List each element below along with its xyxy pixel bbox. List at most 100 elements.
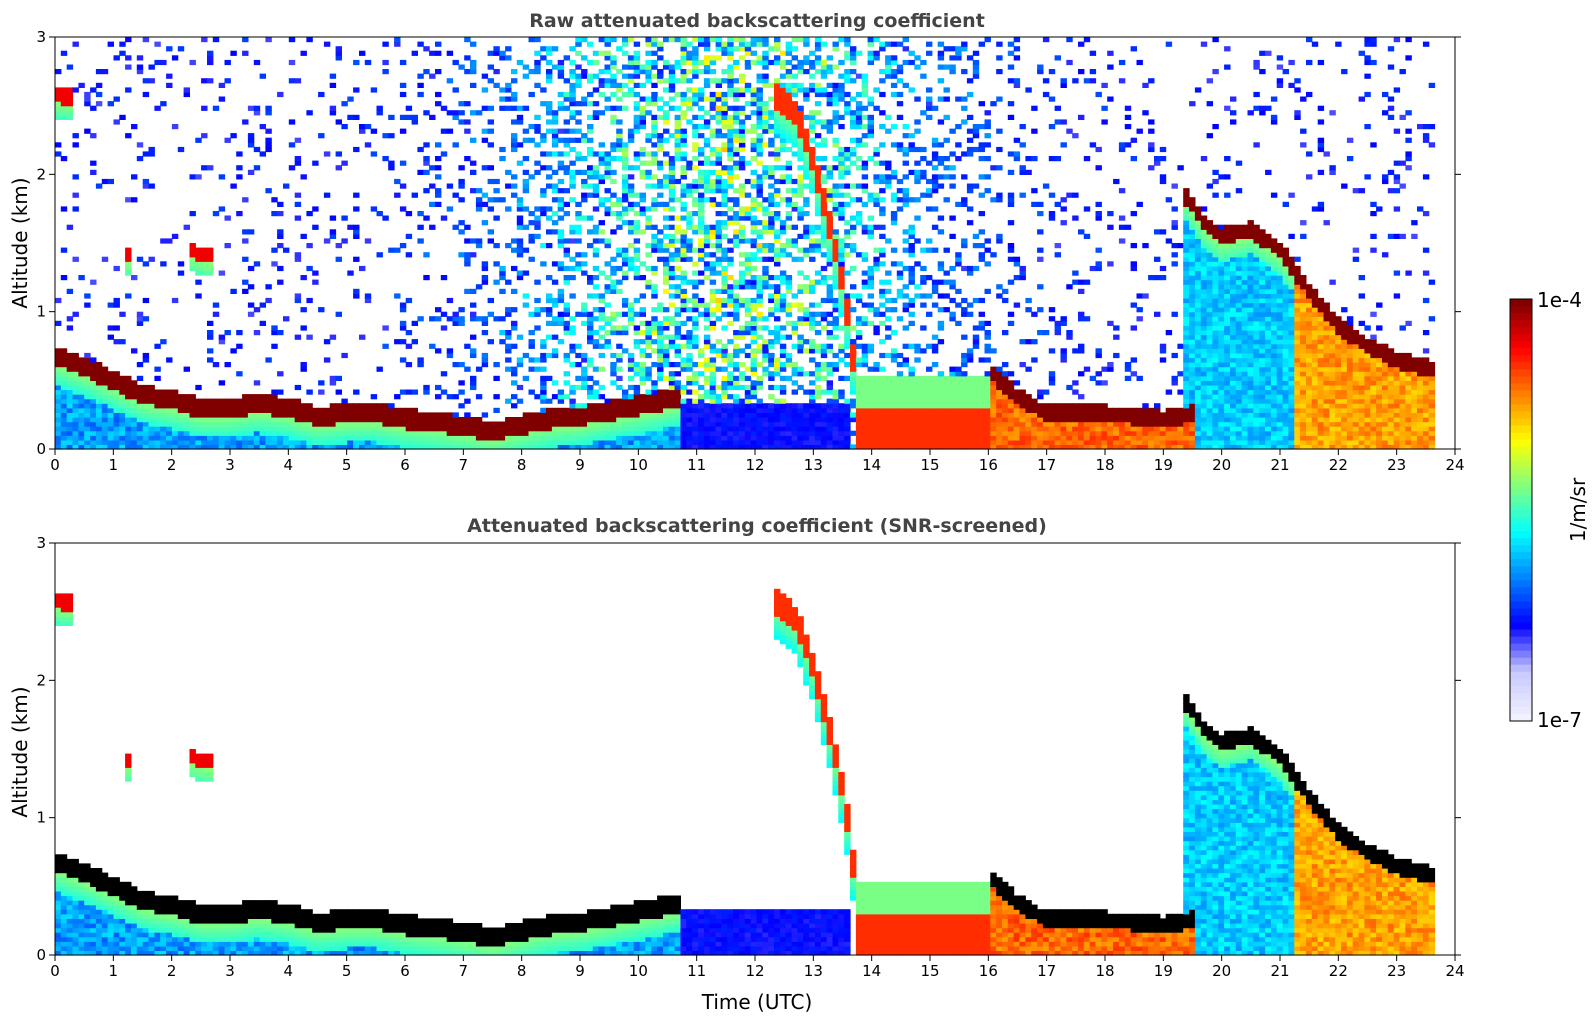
- x-tick-label: 4: [284, 962, 294, 980]
- colorbar-min-label: 1e-7: [1537, 708, 1582, 732]
- colorbar-step: [1510, 524, 1532, 532]
- x-tick-label: 22: [1329, 456, 1348, 474]
- colorbar-step: [1510, 474, 1532, 483]
- x-tick-label: 3: [225, 456, 235, 474]
- colorbar-step: [1510, 348, 1532, 356]
- colorbar-step: [1510, 313, 1532, 321]
- colorbar-step: [1510, 411, 1532, 420]
- x-tick-label: 13: [804, 456, 823, 474]
- x-tick-label: 17: [1037, 962, 1056, 980]
- x-tick-label: 14: [862, 962, 881, 980]
- colorbar-step: [1510, 573, 1532, 581]
- colorbar-step: [1510, 699, 1532, 708]
- colorbar-frame: [1509, 298, 1533, 722]
- x-tick-label: 9: [575, 456, 585, 474]
- colorbar-step: [1510, 425, 1532, 434]
- x-tick-label: 1: [109, 456, 119, 474]
- colorbar-step: [1510, 517, 1532, 525]
- colorbar-step: [1510, 714, 1532, 722]
- panel-title: Attenuated backscattering coefficient (S…: [467, 515, 1047, 537]
- colorbar: 1e-4 1e-7 1/m/sr: [1509, 288, 1590, 732]
- colorbar-step: [1510, 664, 1532, 673]
- colorbar-step: [1510, 650, 1532, 659]
- x-tick-label: 11: [687, 456, 706, 474]
- colorbar-step: [1510, 432, 1532, 441]
- x-tick-label: 8: [517, 962, 527, 980]
- x-tick-label: 8: [517, 456, 527, 474]
- plot-area: 0 1 2 3 4 5 6 7 8 9 10 11 12 13 14 15 16 17 18 19 20 21 22 23 24…: [36, 534, 1464, 980]
- y-tick-label: 3: [36, 534, 46, 552]
- x-tick-label: 24: [1445, 456, 1464, 474]
- colorbar-step: [1510, 629, 1532, 638]
- x-tick-label: 16: [979, 962, 998, 980]
- colorbar-step: [1510, 580, 1532, 588]
- colorbar-step: [1510, 376, 1532, 384]
- colorbar-gradient: [1510, 299, 1532, 722]
- x-tick-label: 6: [400, 962, 410, 980]
- x-tick-label: 19: [1154, 456, 1173, 474]
- x-tick-label: 10: [629, 962, 648, 980]
- y-tick-label: 0: [36, 440, 46, 458]
- colorbar-step: [1510, 531, 1532, 539]
- x-tick-label: 2: [167, 456, 177, 474]
- colorbar-step: [1510, 299, 1532, 307]
- colorbar-step: [1510, 334, 1532, 342]
- colorbar-step: [1510, 657, 1532, 666]
- y-axis-label: Altitude (km): [8, 686, 32, 817]
- colorbar-unit-label: 1/m/sr: [1566, 477, 1590, 542]
- y-tick-label: 3: [36, 28, 46, 46]
- colorbar-step: [1510, 460, 1532, 469]
- x-tick-label: 21: [1270, 456, 1289, 474]
- x-tick-label: 22: [1329, 962, 1348, 980]
- x-tick-label: 0: [50, 456, 60, 474]
- colorbar-step: [1510, 503, 1532, 511]
- x-tick-label: 13: [804, 962, 823, 980]
- x-tick-label: 18: [1095, 962, 1114, 980]
- colorbar-step: [1510, 692, 1532, 701]
- colorbar-step: [1510, 467, 1532, 476]
- y-tick-label: 1: [36, 809, 46, 827]
- colorbar-step: [1510, 552, 1532, 560]
- x-tick-label: 15: [920, 456, 939, 474]
- colorbar-step: [1510, 355, 1532, 363]
- colorbar-step: [1510, 327, 1532, 335]
- y-tick-label: 1: [36, 303, 46, 321]
- panel-title: Raw attenuated backscattering coefficien…: [529, 10, 985, 32]
- x-tick-label: 11: [687, 962, 706, 980]
- x-tick-label: 14: [862, 456, 881, 474]
- backscatter-image: [55, 37, 1436, 450]
- x-tick-label: 12: [745, 962, 764, 980]
- x-tick-label: 1: [109, 962, 119, 980]
- colorbar-step: [1510, 404, 1532, 413]
- screened-backscatter-panel: Attenuated backscattering coefficient (S…: [8, 515, 1465, 1014]
- colorbar-step: [1510, 545, 1532, 553]
- x-tick-label: 4: [284, 456, 294, 474]
- x-tick-label: 18: [1095, 456, 1114, 474]
- colorbar-step: [1510, 510, 1532, 518]
- colorbar-step: [1510, 538, 1532, 546]
- colorbar-step: [1510, 643, 1532, 652]
- colorbar-max-label: 1e-4: [1537, 288, 1582, 312]
- colorbar-step: [1510, 622, 1532, 631]
- colorbar-step: [1510, 439, 1532, 448]
- x-tick-label: 2: [167, 962, 177, 980]
- colorbar-step: [1510, 608, 1532, 617]
- colorbar-step: [1510, 320, 1532, 328]
- x-tick-label: 7: [459, 962, 469, 980]
- colorbar-step: [1510, 488, 1532, 497]
- colorbar-step: [1510, 341, 1532, 349]
- y-tick-label: 2: [36, 165, 46, 183]
- colorbar-step: [1510, 594, 1532, 602]
- x-tick-label: 17: [1037, 456, 1056, 474]
- colorbar-step: [1510, 390, 1532, 398]
- x-tick-label: 5: [342, 962, 352, 980]
- colorbar-step: [1510, 678, 1532, 687]
- colorbar-step: [1510, 587, 1532, 595]
- colorbar-step: [1510, 495, 1532, 504]
- colorbar-step: [1510, 601, 1532, 609]
- x-tick-label: 20: [1212, 962, 1231, 980]
- y-tick-label: 2: [36, 671, 46, 689]
- colorbar-step: [1510, 306, 1532, 314]
- y-axis-label: Altitude (km): [8, 177, 32, 308]
